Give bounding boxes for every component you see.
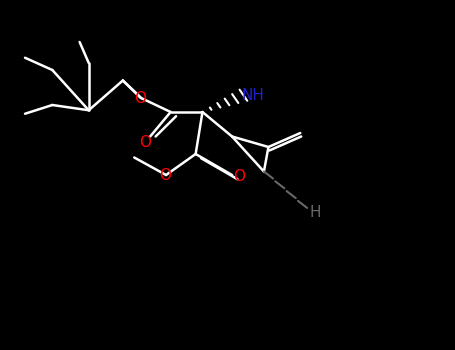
Text: H: H: [309, 205, 321, 219]
Text: O: O: [233, 169, 245, 184]
Text: O: O: [134, 91, 146, 106]
Text: O: O: [159, 168, 171, 183]
Text: O: O: [139, 135, 151, 149]
Text: NH: NH: [241, 88, 264, 103]
